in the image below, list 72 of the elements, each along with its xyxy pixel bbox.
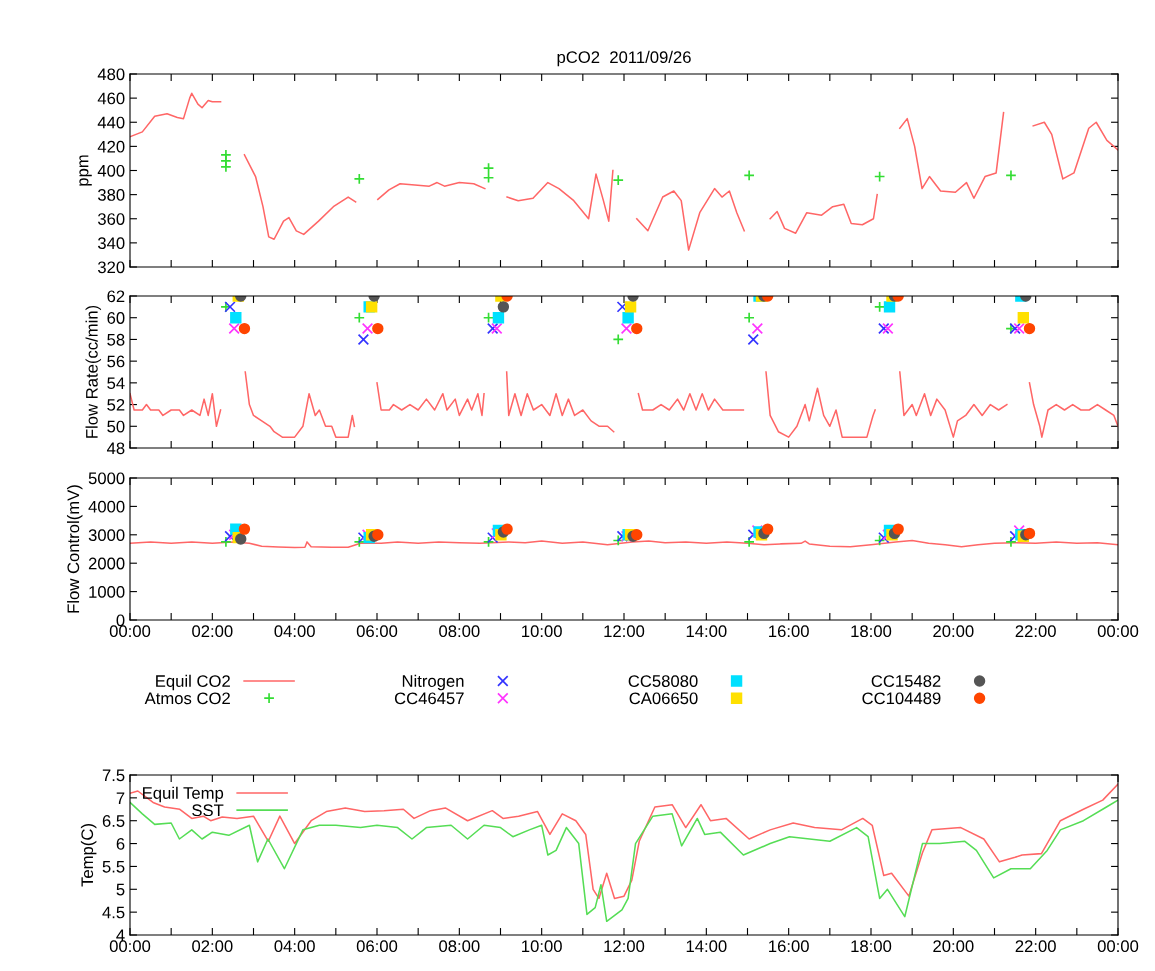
x-tick-label: 08:00	[439, 625, 480, 638]
y-tick-label: 320	[97, 261, 125, 274]
y-tick-label: 480	[97, 68, 125, 81]
y-tick-label: 400	[97, 164, 125, 177]
y-tick-label: 60	[107, 312, 125, 324]
x-tick-label: 10:00	[522, 625, 562, 638]
legend-label: Nitrogen	[402, 674, 464, 691]
legend-label: CA06650	[629, 692, 698, 705]
y-axis-title: ppm	[79, 155, 92, 186]
x-tick-label: 00:00	[1097, 940, 1139, 953]
y-tick-label: 380	[97, 189, 125, 201]
y-tick-label: 52	[107, 398, 125, 411]
x-tick-label: 12:00	[604, 625, 645, 638]
x-tick-label: 18:00	[851, 625, 892, 638]
legend-label: CC58080	[628, 675, 698, 687]
x-tick-label: 00:00	[1097, 625, 1139, 638]
x-tick-label: 02:00	[192, 625, 233, 638]
y-tick-label: 4	[116, 929, 125, 942]
x-tick-label: 16:00	[769, 625, 809, 638]
y-tick-label: 0	[116, 614, 125, 627]
legend-label: Atmos CO2	[144, 692, 230, 705]
y-tick-label: 4000	[88, 500, 125, 513]
x-tick-label: 06:00	[356, 625, 398, 638]
legend-label: CC46457	[394, 692, 464, 705]
legend-label: CC15482	[871, 675, 941, 687]
y-tick-label: 1000	[89, 586, 125, 598]
x-tick-label: 00:00	[109, 625, 151, 638]
y-tick-label: 420	[97, 140, 125, 153]
y-tick-label: 7	[116, 792, 125, 804]
x-tick-label: 08:00	[439, 940, 480, 953]
x-tick-label: 14:00	[686, 940, 727, 953]
legend-label: Equil Temp	[143, 786, 224, 803]
y-tick-label: 2000	[88, 557, 125, 570]
x-tick-label: 20:00	[933, 940, 974, 953]
y-tick-label: 360	[97, 213, 125, 225]
y-axis-title: Flow Rate(cc/min)	[85, 305, 102, 438]
y-tick-label: 58	[107, 333, 125, 346]
y-tick-label: 5	[116, 883, 125, 896]
y-tick-label: 3000	[88, 529, 125, 541]
y-tick-label: 7.5	[102, 769, 125, 782]
y-tick-label: 62	[107, 290, 125, 303]
x-tick-label: 18:00	[851, 940, 892, 953]
y-tick-label: 460	[97, 92, 125, 105]
x-tick-label: 20:00	[933, 625, 974, 638]
y-tick-label: 5000	[88, 472, 125, 485]
x-tick-label: 06:00	[356, 940, 398, 953]
y-axis-title: Temp(C)	[80, 824, 97, 887]
chart-title: pCO2 2011/09/26	[557, 50, 691, 67]
y-tick-label: 5.5	[102, 861, 125, 873]
x-tick-label: 22:00	[1015, 940, 1056, 953]
y-tick-label: 6	[116, 837, 125, 850]
x-tick-label: 00:00	[109, 940, 151, 953]
y-tick-label: 4.5	[102, 906, 125, 919]
x-tick-label: 04:00	[274, 625, 315, 638]
y-tick-label: 6.5	[102, 815, 125, 827]
y-tick-label: 56	[107, 355, 125, 368]
y-axis-title: Flow Control(mV)	[66, 485, 83, 613]
legend-label: SST	[192, 804, 224, 817]
x-tick-label: 12:00	[604, 940, 645, 953]
y-tick-label: 54	[107, 377, 125, 390]
x-tick-label: 14:00	[686, 625, 727, 638]
y-tick-label: 48	[106, 442, 125, 455]
y-tick-label: 440	[97, 116, 125, 129]
legend-label: CC104489	[862, 692, 941, 705]
legend-label: Equil CO2	[156, 674, 230, 691]
x-tick-label: 02:00	[192, 940, 233, 953]
y-tick-label: 340	[97, 237, 125, 250]
x-tick-label: 04:00	[274, 940, 315, 953]
x-tick-label: 10:00	[522, 940, 562, 953]
x-tick-label: 16:00	[769, 940, 809, 953]
x-tick-label: 22:00	[1015, 625, 1056, 638]
y-tick-label: 50	[107, 420, 125, 433]
